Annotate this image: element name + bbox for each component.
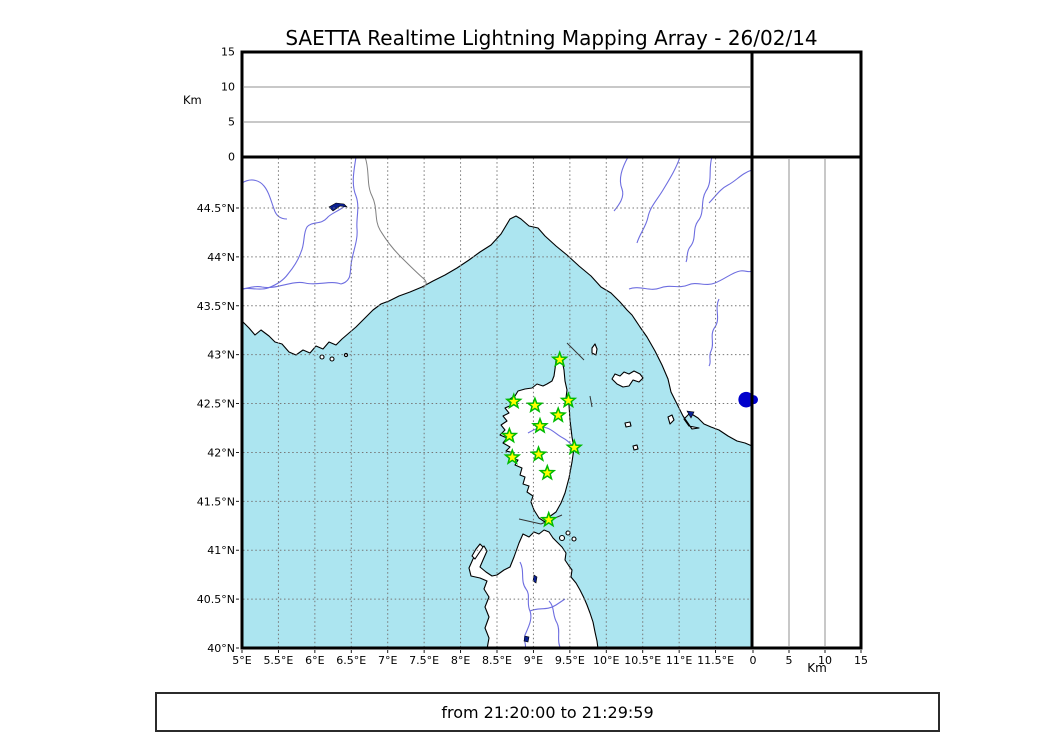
station-marker <box>504 392 523 410</box>
river-italy-3 <box>685 156 713 263</box>
lat-tick-label: 44°N <box>207 251 235 264</box>
lake-sardinia-1 <box>532 574 538 584</box>
lon-tick-label: 9°E <box>524 654 543 667</box>
lon-tick-label: 10°E <box>593 654 619 667</box>
alt-bottom-tick-label: 10 <box>818 654 832 667</box>
artifact-line-bastia <box>589 395 593 408</box>
lon-tick-label: 9.5°E <box>555 654 585 667</box>
river-italy-4 <box>708 169 753 204</box>
alt-left-tick-label: 15 <box>221 46 235 59</box>
alt-bottom-tick-label: 0 <box>750 654 757 667</box>
station-marker <box>549 406 567 423</box>
station-marker <box>539 510 558 528</box>
alt-axis-label-left: Km <box>183 93 202 107</box>
river-sardinia-3 <box>529 598 566 612</box>
alt-axis-label-bottom: Km <box>807 661 827 675</box>
lat-tick-label: 44.5°N <box>197 202 235 215</box>
station-marker <box>559 391 578 409</box>
lat-tick-label: 43.5°N <box>197 300 235 313</box>
lakes <box>328 202 695 643</box>
alt-bottom-tick-label: 15 <box>854 654 868 667</box>
alt-panel-gridlines <box>244 86 826 646</box>
river-verdon <box>340 156 359 285</box>
alt-bottom-tick-label: 5 <box>786 654 793 667</box>
lon-tick-label: 6°E <box>305 654 324 667</box>
artifact-line-bonifacio-1 <box>518 518 542 525</box>
river-durance <box>241 205 346 290</box>
lon-tick-label: 7°E <box>378 654 397 667</box>
lat-tick-label: 43°N <box>207 349 235 362</box>
station-marker <box>503 447 522 465</box>
lake-sardinia-2 <box>523 635 530 643</box>
river-italy-2 <box>636 156 681 244</box>
source-dot-map <box>738 391 754 408</box>
lake-serre-poncon <box>328 202 348 212</box>
island-maddalena-3 <box>571 536 577 542</box>
island-hyeres-1 <box>319 354 325 360</box>
border-france-italy <box>364 156 427 289</box>
island-asinara <box>471 543 484 560</box>
island-maddalena-2 <box>565 530 571 536</box>
alt-lon-panel-frame <box>240 50 754 159</box>
river-france-2 <box>241 281 342 290</box>
lat-tick-label: 42.5°N <box>197 398 235 411</box>
panel-frames <box>240 50 863 650</box>
lon-tick-label: 11.5°E <box>697 654 734 667</box>
lon-tick-label: 5°E <box>232 654 251 667</box>
station-marker <box>550 350 569 368</box>
coast-continent <box>241 156 753 447</box>
island-pianosa <box>624 421 632 428</box>
artifact-line-capcorse <box>566 342 585 361</box>
corner-box-frame <box>750 50 863 159</box>
island-capraia <box>591 343 598 356</box>
river-italy-1 <box>613 156 629 212</box>
island-elba <box>611 370 644 388</box>
lagoon-orbetello <box>686 410 695 419</box>
lat-tick-label: 40°N <box>207 642 235 655</box>
river-france-1 <box>241 179 288 220</box>
alt-lat-panel-frame <box>750 155 863 650</box>
alt-left-tick-label: 0 <box>228 151 235 164</box>
station-marker <box>531 416 549 434</box>
lat-tick-label: 42°N <box>207 446 235 459</box>
source-markers <box>738 391 758 408</box>
station-marker <box>565 438 584 456</box>
map-gridlines <box>243 158 751 647</box>
lat-tick-label: 41°N <box>207 544 235 557</box>
station-markers <box>500 350 584 528</box>
island-montecristo <box>632 444 639 451</box>
river-arno <box>628 270 753 290</box>
lat-tick-label: 41.5°N <box>197 495 235 508</box>
alt-left-tick-label: 5 <box>228 116 235 129</box>
island-giglio <box>667 414 675 425</box>
island-hyeres-2 <box>329 356 335 362</box>
station-marker <box>500 426 519 444</box>
lon-tick-label: 8°E <box>451 654 470 667</box>
time-range-box: from 21:20:00 to 21:29:59 <box>155 692 940 732</box>
tick-labels: 5°E 5.5°E 6°E 6.5°E 7°E 7.5°E 8°E 8.5°E 9°E 9.5°E… <box>197 46 868 668</box>
lon-tick-label: 8.5°E <box>482 654 512 667</box>
time-range-text: from 21:20:00 to 21:29:59 <box>441 702 654 722</box>
country-borders <box>364 156 427 289</box>
lon-tick-label: 11°E <box>666 654 692 667</box>
alt-left-tick-label: 10 <box>221 81 235 94</box>
island-maddalena-1 <box>558 534 566 542</box>
lon-tick-label: 6.5°E <box>336 654 366 667</box>
station-marker <box>529 445 548 462</box>
river-tiber <box>708 298 720 367</box>
station-marker <box>538 463 557 481</box>
lat-tick-label: 40.5°N <box>197 593 235 606</box>
station-marker <box>525 396 544 414</box>
lon-tick-label: 5.5°E <box>263 654 293 667</box>
tick-stubs <box>236 207 862 653</box>
figure-title: SAETTA Realtime Lightning Mapping Array … <box>285 26 818 50</box>
lon-tick-label: 10.5°E <box>624 654 661 667</box>
lon-tick-label: 7.5°E <box>409 654 439 667</box>
